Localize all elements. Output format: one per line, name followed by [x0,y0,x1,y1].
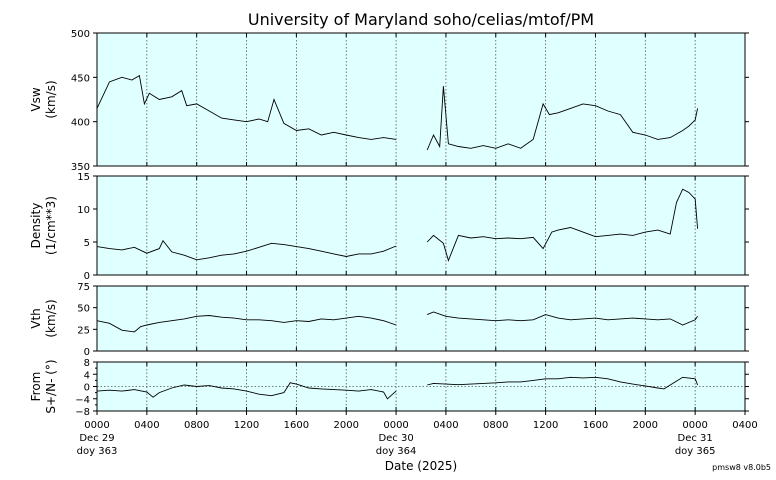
panel-density: 0 5 10 15 Density (1/cm**3) [29,172,749,282]
y-tick-label: 350 [71,162,90,173]
y-tick-label: 450 [71,73,90,84]
x-tick-date-label: doy 363 [77,446,118,457]
y-tick-label: 0 [84,271,90,282]
x-tick-label: 0000 [682,420,707,431]
panel-background [97,286,745,351]
y-tick-label: 75 [77,282,90,293]
panel-frame [96,285,746,352]
y-axis-label: (km/s) [44,80,58,118]
panel-background [97,33,745,166]
panel-thermal-speed: 0 25 50 75 Vth (km/s) [29,282,749,358]
y-tick-label: 0 [84,347,90,358]
y-tick-label: 15 [77,172,90,183]
x-tick-label: 0000 [383,420,408,431]
y-tick-label: 8 [84,358,90,369]
x-tick-date-label: doy 364 [376,446,417,457]
x-tick-label: 1600 [284,420,309,431]
y-tick-label: 400 [71,118,90,129]
version-label: pmsw8 v8.0b5 [712,463,771,472]
x-tick-label: 1200 [533,420,558,431]
chart-title: University of Maryland soho/celias/mtof/… [248,10,594,29]
y-axis-label: (km/s) [44,299,58,337]
y-axis-label: S+/N- (°) [44,359,58,413]
data-trace [96,311,698,333]
x-tick-label: 0000 [84,420,109,431]
x-tick-label: 1200 [234,420,259,431]
y-tick-label: 0 [84,383,90,394]
x-tick-label: 0400 [433,420,458,431]
panel-frame [96,32,746,167]
y-axis-label: Vth [29,308,43,329]
y-axis-label: Density [29,203,43,249]
data-trace [96,376,699,400]
y-tick-label: 4 [84,370,90,381]
x-tick-date-label: doy 365 [675,446,716,457]
y-tick-label: −4 [75,395,90,406]
data-trace [96,74,699,151]
data-trace [96,188,699,262]
x-tick-date-label: Dec 30 [378,433,413,444]
y-tick-label: 5 [84,238,90,249]
x-axis: 0000 Dec 29 doy 363 0400 0800 1200 1600 2000 000… [77,411,758,457]
x-tick-label: 2000 [633,420,658,431]
y-tick-label: −8 [75,407,90,418]
panel-velocity: 350 400 450 500 Vsw (km/s) [29,29,749,173]
x-axis-label: Date (2025) [385,459,457,473]
x-tick-label: 0800 [184,420,209,431]
x-tick-label: 0800 [483,420,508,431]
y-tick-label: 50 [77,304,90,315]
y-axis-label: From [29,372,43,402]
x-tick-label: 1600 [583,420,608,431]
y-tick-label: 500 [71,29,90,40]
panel-background [97,176,745,275]
panel-frame [96,175,746,276]
x-tick-label: 0400 [732,420,757,431]
y-tick-label: 10 [77,205,90,216]
x-tick-date-label: Dec 29 [79,433,114,444]
panel-flow-angle: −8−40 48 From S+/N- (°) [29,358,749,418]
x-tick-date-label: Dec 31 [678,433,713,444]
y-axis-label: Vsw [29,87,43,111]
panel-frame [96,361,746,412]
y-axis-label: (1/cm**3) [44,196,58,255]
x-tick-label: 0400 [134,420,159,431]
y-tick-label: 25 [77,325,90,336]
x-tick-label: 2000 [334,420,359,431]
